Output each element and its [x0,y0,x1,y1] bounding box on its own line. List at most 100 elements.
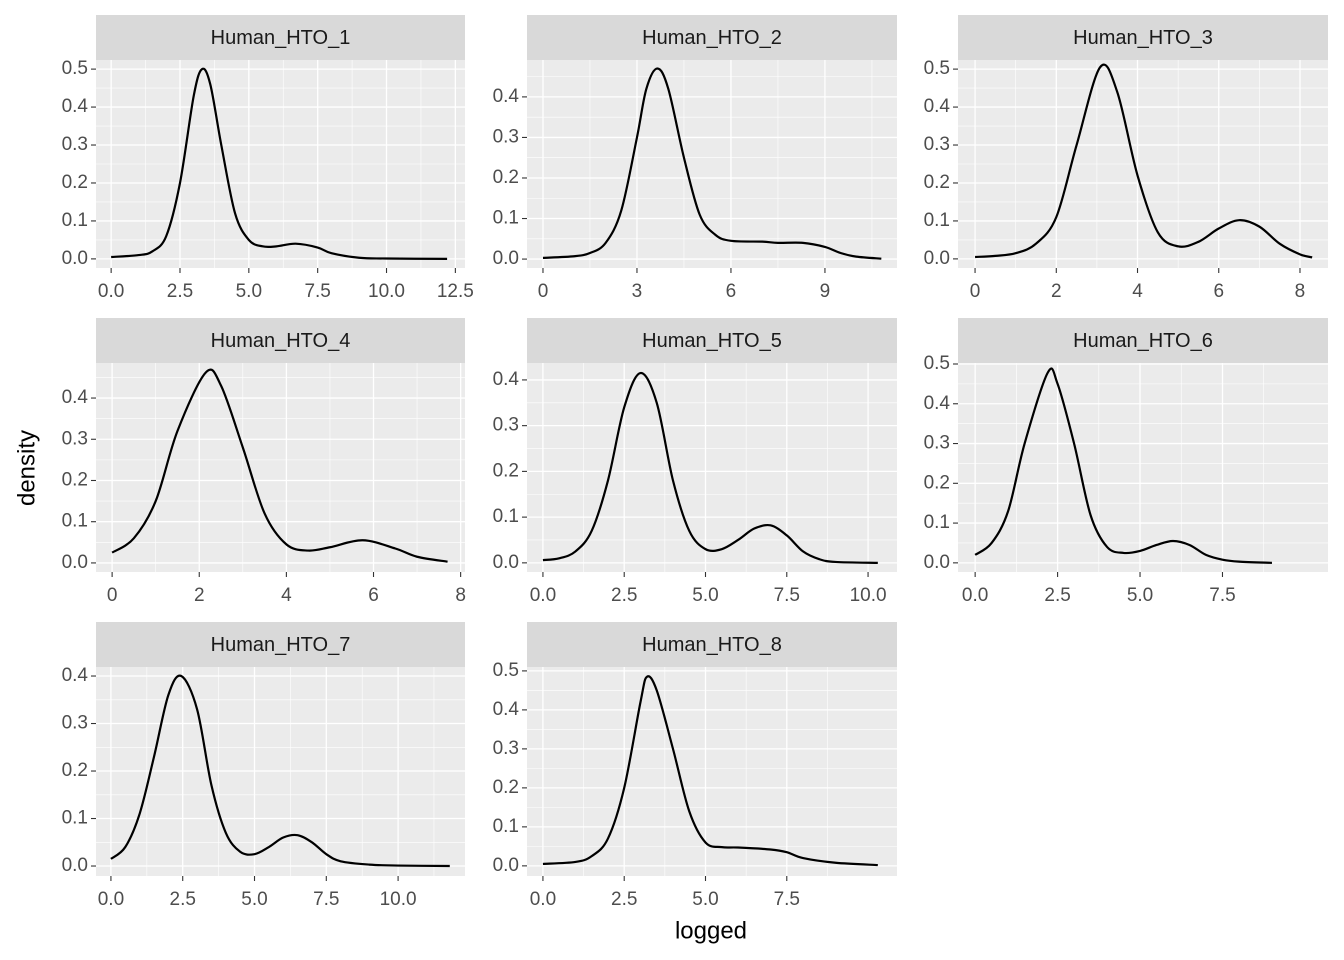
y-tick-label: 0.0 [62,855,88,876]
x-tick-label: 2.5 [1044,585,1070,606]
x-tick-label: 2.5 [170,889,196,910]
y-tick-label: 0.0 [493,855,519,876]
y-tick-label: 0.3 [924,134,950,155]
y-tick-label: 0.3 [62,713,88,734]
x-tick-label: 5.0 [236,281,262,302]
x-tick-label: 6 [726,281,737,302]
y-tick-label: 0.1 [493,816,519,837]
x-tick-label: 2 [1051,281,1062,302]
y-tick-label: 0.4 [924,393,951,414]
y-tick-label: 0.2 [62,470,88,491]
x-tick-label: 8 [1295,281,1306,302]
y-tick-label: 0.2 [493,777,519,798]
y-tick-label: 0.1 [493,208,519,229]
y-tick-label: 0.2 [62,172,88,193]
strip-title: Human_HTO_5 [642,330,782,352]
y-tick-label: 0.3 [493,126,519,147]
y-tick-label: 0.2 [924,172,950,193]
x-tick-label: 10.0 [850,585,887,606]
y-tick-label: 0.4 [62,96,89,117]
strip [96,15,465,60]
strip-title: Human_HTO_1 [211,27,351,49]
density-line [542,67,882,260]
y-tick-label: 0.2 [924,472,950,493]
y-tick-label: 0.4 [924,96,951,117]
y-tick-label: 0.4 [62,387,89,408]
x-tick-label: 0 [538,281,549,302]
y-tick-label: 0.1 [924,210,950,231]
x-tick-label: 0 [970,281,981,302]
y-tick-label: 0.4 [493,699,520,720]
panel-background [958,363,1328,572]
strip [96,622,465,667]
density-line [542,371,878,564]
x-axis-title: logged [675,917,747,944]
x-tick-label: 8 [455,585,466,606]
x-tick-label: 2.5 [167,281,193,302]
x-tick-label: 10.0 [380,889,417,910]
density-line [111,67,448,260]
y-tick-label: 0.3 [493,415,519,436]
y-tick-label: 0.5 [493,660,519,681]
y-tick-label: 0.2 [493,460,519,481]
y-tick-label: 0.0 [924,552,950,573]
x-tick-label: 0.0 [98,889,124,910]
density-line [974,367,1272,564]
x-tick-label: 2.5 [611,585,637,606]
y-tick-label: 0.1 [924,512,950,533]
x-tick-label: 0 [107,585,118,606]
y-tick-label: 0.5 [62,58,88,79]
x-tick-label: 4 [281,585,292,606]
x-tick-label: 2.5 [611,889,637,910]
y-tick-label: 0.4 [493,369,520,390]
x-tick-label: 5.0 [1127,585,1153,606]
x-tick-label: 0.0 [530,585,556,606]
x-tick-label: 7.5 [313,889,339,910]
y-tick-label: 0.1 [493,506,519,527]
x-tick-label: 7.5 [774,889,800,910]
density-line [974,63,1313,259]
strip-title: Human_HTO_6 [1073,330,1213,352]
x-tick-label: 7.5 [304,281,330,302]
y-tick-label: 0.0 [924,248,950,269]
x-tick-label: 4 [1132,281,1143,302]
strip-title: Human_HTO_8 [642,634,782,656]
y-tick-label: 0.3 [493,738,519,759]
y-tick-label: 0.3 [924,433,950,454]
x-tick-label: 7.5 [1209,585,1235,606]
y-tick-label: 0.4 [62,665,89,686]
x-tick-label: 9 [820,281,831,302]
x-tick-label: 5.0 [241,889,267,910]
strip [527,622,897,667]
y-tick-label: 0.4 [493,86,520,107]
density-line [110,674,450,868]
strip-title: Human_HTO_2 [642,27,782,49]
y-tick-label: 0.1 [62,511,88,532]
x-tick-label: 5.0 [692,889,718,910]
strip-title: Human_HTO_7 [211,634,351,656]
x-tick-label: 0.0 [98,281,124,302]
strip-title: Human_HTO_3 [1073,27,1213,49]
y-axis-title: density [13,430,40,506]
y-tick-label: 0.1 [62,808,88,829]
x-tick-label: 0.0 [962,585,988,606]
density-line [542,675,878,867]
strip [527,318,897,363]
x-tick-label: 2 [194,585,205,606]
strip [527,15,897,60]
y-tick-label: 0.0 [62,248,88,269]
x-tick-label: 10.0 [368,281,405,302]
panel-background [527,667,897,876]
y-tick-label: 0.3 [62,428,88,449]
y-tick-label: 0.3 [62,134,88,155]
y-tick-label: 0.0 [62,552,88,573]
x-tick-label: 7.5 [774,585,800,606]
x-tick-label: 12.5 [437,281,474,302]
panel-background [527,60,897,268]
y-tick-label: 0.2 [62,760,88,781]
strip-title: Human_HTO_4 [211,330,351,352]
y-tick-label: 0.0 [493,552,519,573]
y-tick-label: 0.0 [493,248,519,269]
